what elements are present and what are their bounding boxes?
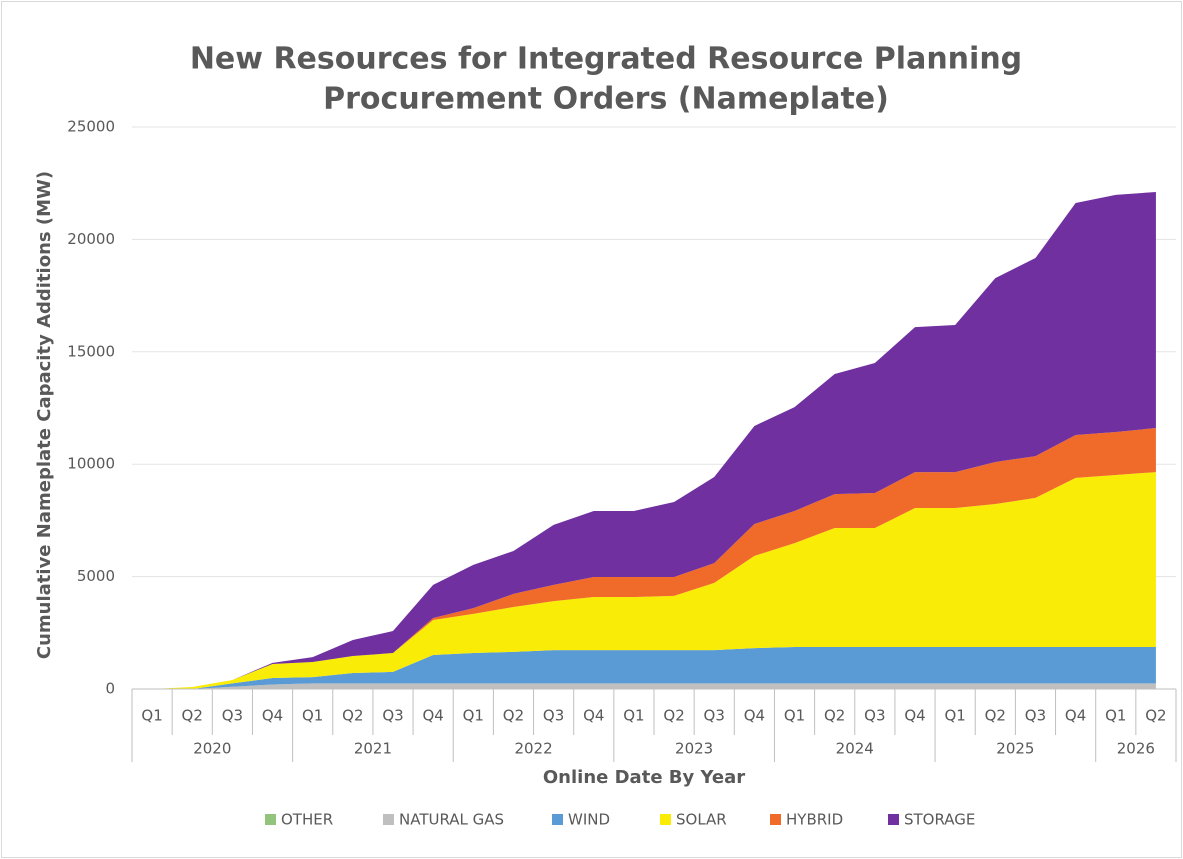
x-tick-label: Q4 — [904, 707, 925, 725]
y-tick-label: 0 — [105, 680, 115, 698]
legend-swatch — [660, 814, 671, 825]
x-tick-label: Q2 — [663, 707, 684, 725]
legend-swatch — [552, 814, 563, 825]
x-tick-label: Q2 — [985, 707, 1006, 725]
area — [152, 472, 1156, 689]
legend-label: WIND — [568, 811, 610, 829]
y-tick-label: 20000 — [67, 230, 115, 248]
x-tick-label: Q4 — [744, 707, 765, 725]
x-tick-label: Q4 — [583, 707, 604, 725]
y-tick-label: 25000 — [67, 118, 115, 136]
legend-label: NATURAL GAS — [399, 811, 504, 829]
x-tick-label: Q3 — [222, 707, 243, 725]
x-tick-label: Q4 — [262, 707, 283, 725]
chart-title: New Resources for Integrated Resource Pl… — [190, 42, 1022, 77]
group-label: 2024 — [836, 740, 874, 758]
group-label: 2021 — [354, 740, 392, 758]
y-axis-label: Cumulative Nameplate Capacity Additions … — [34, 171, 55, 659]
legend-swatch — [888, 814, 899, 825]
x-axis-label: Online Date By Year — [543, 767, 745, 788]
x-tick-label: Q1 — [623, 707, 644, 725]
group-label: 2026 — [1117, 740, 1155, 758]
legend-label: HYBRID — [786, 811, 843, 829]
x-tick-label: Q2 — [503, 707, 524, 725]
x-tick-label: Q3 — [1025, 707, 1046, 725]
x-tick-label: Q1 — [463, 707, 484, 725]
x-tick-label: Q3 — [864, 707, 885, 725]
group-label: 2025 — [996, 740, 1034, 758]
y-tick-label: 5000 — [77, 567, 115, 585]
legend-swatch — [770, 814, 781, 825]
x-tick-label: Q4 — [1065, 707, 1086, 725]
x-tick-label: Q2 — [1145, 707, 1166, 725]
y-tick-label: 10000 — [67, 455, 115, 473]
x-tick-label: Q3 — [704, 707, 725, 725]
x-tick-label: Q2 — [182, 707, 203, 725]
x-tick-label: Q1 — [302, 707, 323, 725]
x-tick-label: Q3 — [382, 707, 403, 725]
area — [152, 683, 1156, 689]
group-label: 2023 — [675, 740, 713, 758]
area — [152, 646, 1156, 689]
area — [152, 428, 1156, 689]
area — [152, 191, 1156, 689]
group-label: 2022 — [514, 740, 552, 758]
x-tick-label: Q4 — [422, 707, 443, 725]
legend-label: SOLAR — [676, 811, 727, 829]
x-tick-label: Q1 — [784, 707, 805, 725]
x-tick-label: Q2 — [824, 707, 845, 725]
legend-label: OTHER — [281, 811, 333, 829]
x-tick-label: Q3 — [543, 707, 564, 725]
legend-swatch — [383, 814, 394, 825]
x-tick-label: Q1 — [944, 707, 965, 725]
x-tick-label: Q1 — [1105, 707, 1126, 725]
y-tick-label: 15000 — [67, 342, 115, 360]
chart-title: Procurement Orders (Nameplate) — [323, 82, 889, 117]
legend-label: STORAGE — [904, 811, 975, 829]
group-label: 2020 — [193, 740, 231, 758]
legend-swatch — [265, 814, 276, 825]
x-tick-label: Q2 — [342, 707, 363, 725]
x-tick-label: Q1 — [141, 707, 162, 725]
